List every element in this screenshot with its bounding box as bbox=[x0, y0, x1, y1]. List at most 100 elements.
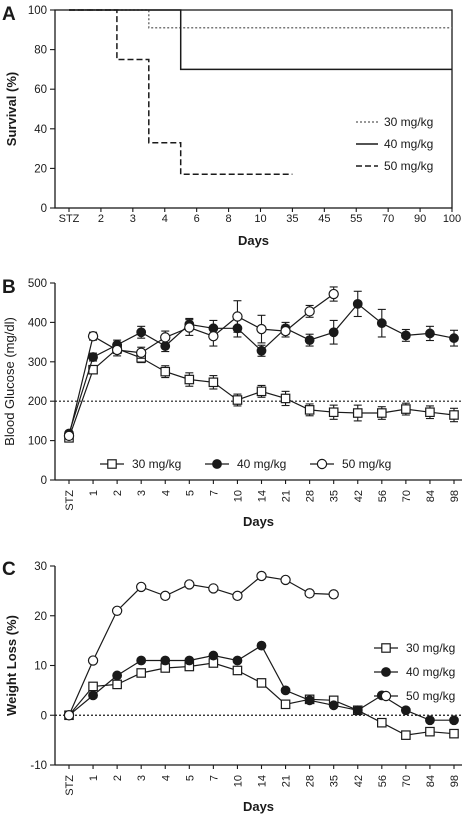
data-point bbox=[304, 335, 315, 346]
x-tick-label: 42 bbox=[353, 490, 365, 502]
data-point bbox=[160, 655, 171, 666]
data-point bbox=[377, 408, 387, 418]
data-point bbox=[112, 679, 122, 690]
x-axis-title: Days bbox=[243, 514, 274, 529]
data-point bbox=[208, 650, 219, 661]
x-axis-title: Days bbox=[243, 799, 274, 814]
x-tick-label: 4 bbox=[160, 490, 172, 496]
legend-marker-30-mg-kg bbox=[107, 459, 117, 469]
data-point bbox=[352, 705, 363, 716]
data-point bbox=[376, 318, 387, 329]
data-point bbox=[449, 410, 459, 420]
y-tick-label: 500 bbox=[28, 278, 47, 290]
y-tick-label: 0 bbox=[41, 203, 47, 215]
x-tick-label: 10 bbox=[232, 775, 244, 787]
x-tick-label: STZ bbox=[64, 775, 76, 796]
x-tick-label: 84 bbox=[425, 490, 437, 502]
panel-label-c: C bbox=[2, 559, 16, 580]
x-tick-label: 90 bbox=[414, 213, 426, 225]
data-point bbox=[63, 430, 75, 442]
data-point bbox=[352, 298, 363, 309]
data-point bbox=[136, 655, 147, 666]
data-point bbox=[160, 332, 171, 343]
data-point bbox=[256, 640, 267, 651]
series-line-30-mg-kg bbox=[69, 9, 452, 29]
legend-marker-30-mg-kg bbox=[381, 643, 391, 653]
data-point bbox=[449, 333, 459, 344]
y-tick-label: 20 bbox=[34, 611, 47, 623]
x-tick-label: 35 bbox=[329, 775, 341, 787]
x-tick-label: 5 bbox=[184, 775, 196, 781]
data-point bbox=[160, 366, 171, 377]
x-tick-label: STZ bbox=[64, 490, 76, 511]
data-point bbox=[232, 311, 243, 322]
data-point bbox=[280, 325, 291, 337]
x-tick-label: 10 bbox=[254, 213, 266, 225]
data-point bbox=[232, 395, 243, 405]
data-point bbox=[425, 715, 435, 726]
legend-label: 40 mg/kg bbox=[237, 457, 286, 471]
legend-label: 30 mg/kg bbox=[384, 115, 433, 129]
data-point bbox=[111, 344, 123, 356]
y-axis-title: Blood Glucose (mg/dl) bbox=[2, 317, 17, 446]
y-tick-label: 10 bbox=[34, 661, 47, 673]
data-point bbox=[401, 730, 411, 740]
data-point bbox=[111, 605, 123, 616]
legend-label: 50 mg/kg bbox=[342, 457, 391, 471]
series-50-mg-kg bbox=[63, 570, 339, 721]
data-point bbox=[401, 404, 411, 414]
panel-label-a: A bbox=[2, 4, 16, 25]
legend-label: 40 mg/kg bbox=[406, 665, 455, 679]
data-point bbox=[400, 330, 411, 341]
x-tick-label: 70 bbox=[382, 213, 394, 225]
panel-a-survival-chart: 0 20 40 60 80 100 STZ 2 3 4 6 8 10 35 45 55 70 90 100 Days S… bbox=[4, 5, 461, 248]
data-point bbox=[425, 328, 435, 339]
data-point bbox=[256, 345, 267, 356]
data-point bbox=[160, 590, 171, 602]
data-point bbox=[136, 327, 147, 338]
data-point bbox=[280, 685, 291, 696]
x-tick-label: 10 bbox=[232, 490, 244, 502]
data-point bbox=[135, 581, 147, 593]
y-tick-label: 80 bbox=[34, 45, 47, 57]
x-tick-label: 1 bbox=[88, 490, 100, 496]
legend-label: 30 mg/kg bbox=[406, 641, 455, 655]
y-tick-label: 100 bbox=[28, 5, 47, 17]
y-tick-label: 400 bbox=[28, 317, 47, 329]
x-tick-label: 14 bbox=[257, 490, 269, 502]
data-point bbox=[136, 668, 146, 678]
data-point bbox=[88, 352, 98, 362]
panel-label-b: B bbox=[2, 277, 16, 298]
x-tick-label: 21 bbox=[281, 490, 293, 502]
x-tick-label: 21 bbox=[281, 775, 293, 787]
data-point bbox=[352, 408, 363, 418]
y-tick-label: 60 bbox=[34, 84, 47, 96]
x-tick-label: 2 bbox=[112, 775, 124, 781]
data-point bbox=[304, 405, 315, 415]
x-tick-label: 98 bbox=[449, 490, 461, 502]
data-point bbox=[280, 699, 291, 710]
legend-label: 50 mg/kg bbox=[384, 159, 433, 173]
plot-frame bbox=[54, 9, 453, 209]
x-tick-label: 35 bbox=[286, 213, 298, 225]
x-tick-label: 70 bbox=[401, 490, 413, 502]
data-point bbox=[280, 393, 291, 404]
x-tick-label: 100 bbox=[443, 213, 461, 225]
data-point bbox=[328, 589, 339, 600]
x-tick-label: 28 bbox=[305, 775, 317, 787]
data-point bbox=[328, 407, 339, 418]
series-line bbox=[68, 293, 335, 437]
x-tick-label: 3 bbox=[136, 490, 148, 496]
data-point bbox=[184, 374, 195, 385]
data-point bbox=[256, 678, 267, 688]
x-tick-label: 6 bbox=[194, 213, 200, 225]
data-point bbox=[87, 655, 99, 666]
x-tick-label: 8 bbox=[226, 213, 232, 225]
x-tick-label: 3 bbox=[130, 213, 136, 225]
data-point bbox=[184, 579, 195, 590]
data-point bbox=[328, 288, 339, 300]
x-tick-label: 70 bbox=[401, 775, 413, 787]
x-tick-label: 7 bbox=[208, 490, 220, 496]
legend-marker-40-mg-kg bbox=[212, 459, 222, 469]
x-tick-label: 4 bbox=[160, 775, 172, 781]
